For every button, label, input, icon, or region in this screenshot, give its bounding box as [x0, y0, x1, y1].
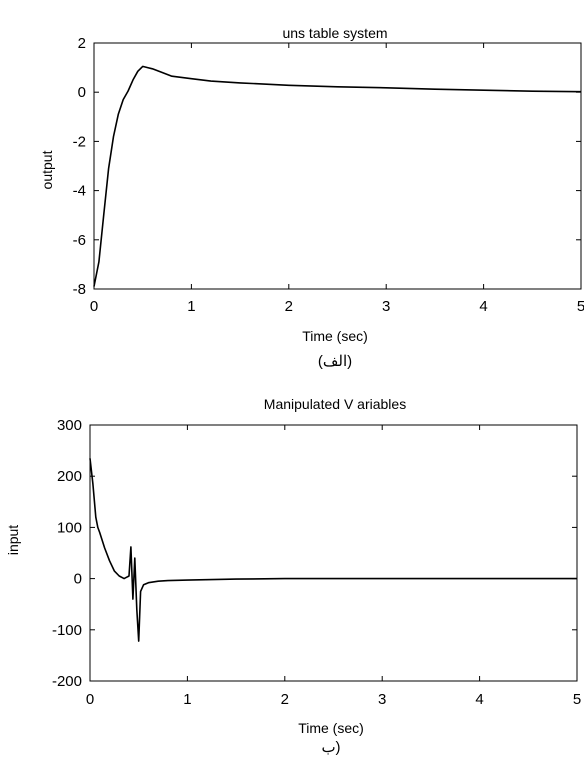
input-line — [89, 458, 577, 642]
x-tick-label: 5 — [577, 298, 584, 315]
y-axis-label: input — [5, 525, 21, 555]
x-tick-label: 4 — [475, 691, 483, 708]
x-tick-label: 1 — [187, 298, 195, 315]
y-tick-label: -6 — [73, 232, 86, 249]
x-tick-label: 1 — [183, 691, 191, 708]
chart-title: uns table system — [282, 25, 387, 41]
y-axis-label-group: input — [5, 525, 21, 555]
chart-input: Manipulated V ariables input 0 1 2 3 4 5 -200… — [5, 396, 581, 756]
y-tick-label: 0 — [78, 84, 86, 101]
y-tick-label: -2 — [73, 133, 86, 150]
output-line — [93, 65, 582, 287]
x-tick-label: 3 — [382, 298, 390, 315]
x-axis-label: Time (sec) — [298, 720, 364, 736]
chart-caption: (ب — [321, 739, 340, 756]
y-axis-label: output — [39, 150, 55, 189]
chart-title: Manipulated V ariables — [264, 396, 406, 412]
y-tick-label: -100 — [52, 622, 82, 639]
chart-caption: (الف) — [318, 353, 352, 370]
x-tick-label: 2 — [285, 298, 293, 315]
y-tick-label: 0 — [74, 571, 82, 588]
y-tick-label: -4 — [73, 183, 86, 200]
x-tick-label: 5 — [573, 691, 581, 708]
x-tick-label: 4 — [479, 298, 487, 315]
x-ticks: 0 1 2 3 4 5 — [86, 425, 581, 708]
y-tick-label: 2 — [78, 35, 86, 52]
y-tick-label: -8 — [73, 281, 86, 298]
x-axis-label: Time (sec) — [302, 328, 368, 344]
y-tick-label: 200 — [57, 468, 82, 485]
y-tick-label: 100 — [57, 519, 82, 536]
y-tick-label: 300 — [57, 417, 82, 434]
y-tick-label: -200 — [52, 673, 82, 690]
y-axis-label-group: output — [39, 150, 55, 189]
plot-area — [89, 424, 578, 682]
x-tick-label: 2 — [281, 691, 289, 708]
x-ticks: 0 1 2 3 4 5 — [90, 43, 584, 315]
x-tick-label: 3 — [378, 691, 386, 708]
y-ticks: -8 -6 -4 -2 0 2 — [73, 35, 581, 298]
y-ticks: -200 -100 0 100 200 300 — [52, 417, 577, 690]
x-tick-label: 0 — [86, 691, 94, 708]
x-tick-label: 0 — [90, 298, 98, 315]
plot-area — [93, 42, 582, 290]
